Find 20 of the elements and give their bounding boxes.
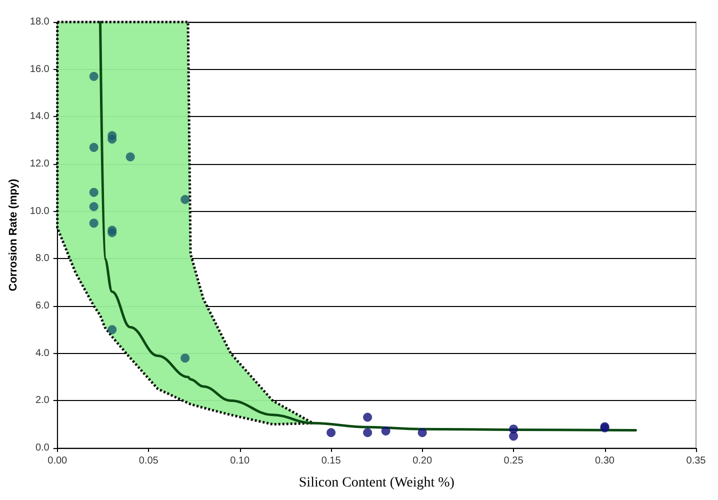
y-tick-label: 6.0 xyxy=(35,300,50,312)
y-tick-label: 10.0 xyxy=(30,206,50,217)
x-tick-label: 0.00 xyxy=(48,456,68,466)
y-tick-label: 16.0 xyxy=(30,64,50,75)
y-tick-label: 8.0 xyxy=(35,253,50,264)
x-tick-label: 0.25 xyxy=(504,456,524,466)
y-tick-label: 2.0 xyxy=(35,395,50,406)
x-tick-label: 0.20 xyxy=(412,456,432,466)
y-tick-label: 14.0 xyxy=(30,111,50,122)
y-tick-label: 4.0 xyxy=(35,348,50,359)
x-tick-label: 0.05 xyxy=(138,456,159,466)
y-tick-label: 12.0 xyxy=(30,158,50,170)
x-tick-label: 0.10 xyxy=(230,456,250,466)
y-tick-label: 18.0 xyxy=(30,16,50,28)
x-tick-label: 0.35 xyxy=(686,456,706,466)
x-axis-title: Silicon Content (Weight %) xyxy=(298,476,455,490)
y-axis-title: Corrosion Rate (mpy) xyxy=(8,178,20,292)
y-tick-label: 0.0 xyxy=(35,442,50,454)
x-tick-label: 0.30 xyxy=(595,456,615,466)
x-tick-label: 0.15 xyxy=(321,456,342,466)
